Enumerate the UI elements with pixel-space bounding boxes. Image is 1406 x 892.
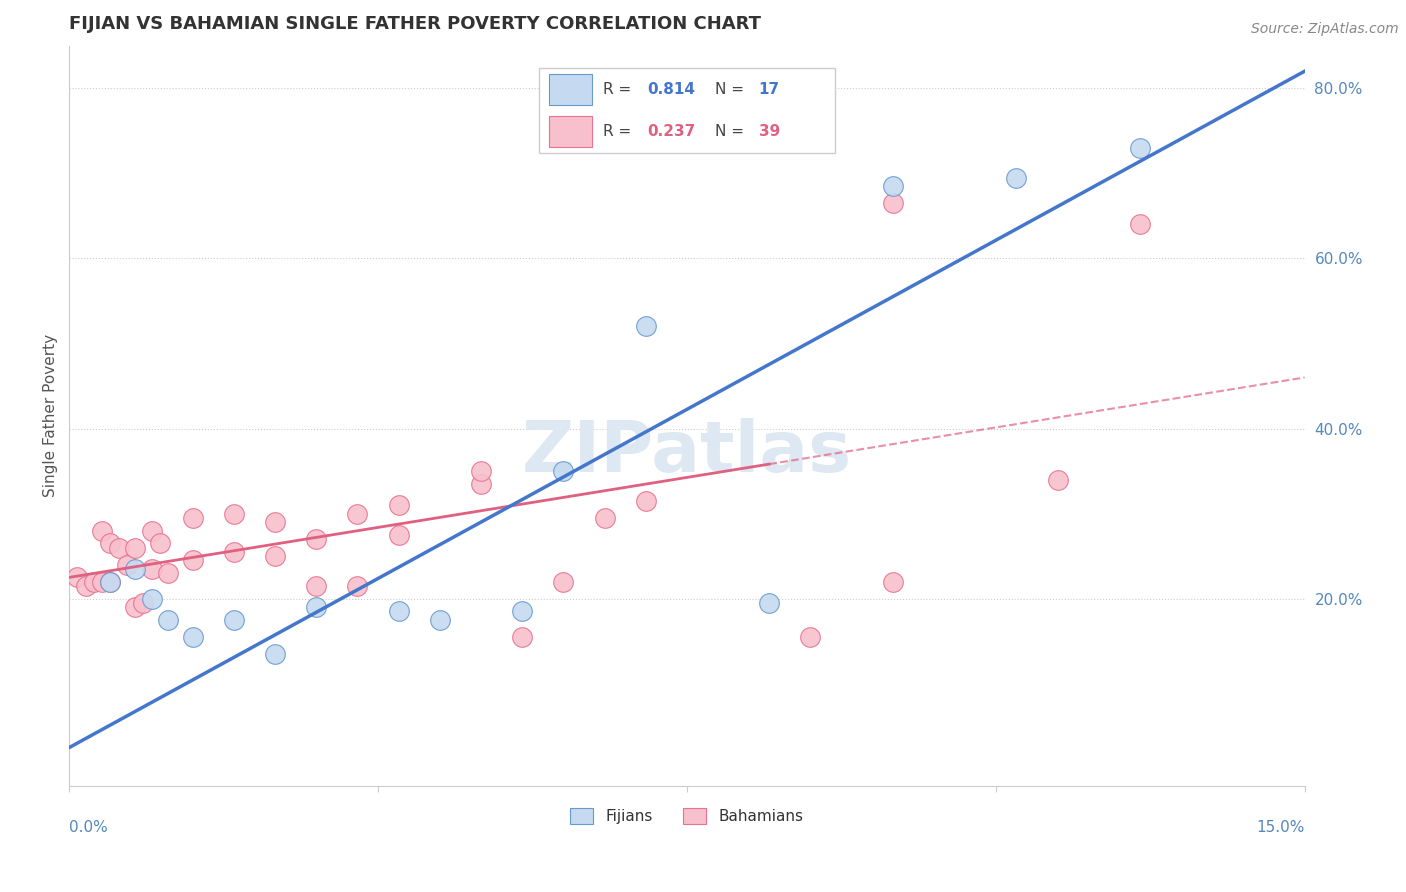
Text: 39: 39: [759, 124, 780, 139]
Point: [346, 507, 368, 521]
Point: [429, 613, 451, 627]
Text: N =: N =: [716, 82, 749, 96]
Point: [124, 600, 146, 615]
Point: [388, 528, 411, 542]
Point: [91, 574, 114, 589]
Point: [470, 476, 492, 491]
FancyBboxPatch shape: [548, 74, 592, 104]
Point: [124, 541, 146, 555]
Point: [470, 464, 492, 478]
Text: Source: ZipAtlas.com: Source: ZipAtlas.com: [1251, 22, 1399, 37]
Point: [75, 579, 97, 593]
Point: [882, 196, 904, 211]
Point: [634, 493, 657, 508]
Point: [91, 524, 114, 538]
Point: [799, 630, 821, 644]
Point: [1005, 170, 1028, 185]
Text: 0.814: 0.814: [647, 82, 696, 96]
Point: [264, 549, 287, 563]
Point: [553, 574, 575, 589]
Point: [141, 524, 163, 538]
Point: [305, 579, 328, 593]
Text: 15.0%: 15.0%: [1257, 820, 1305, 835]
Point: [593, 511, 616, 525]
Point: [510, 630, 533, 644]
Text: R =: R =: [603, 124, 636, 139]
Point: [100, 574, 122, 589]
Point: [264, 515, 287, 529]
Text: 17: 17: [759, 82, 780, 96]
Text: 0.0%: 0.0%: [69, 820, 108, 835]
Point: [181, 553, 204, 567]
Point: [83, 574, 105, 589]
FancyBboxPatch shape: [538, 68, 835, 153]
Point: [66, 570, 89, 584]
Text: N =: N =: [716, 124, 749, 139]
Point: [157, 566, 180, 581]
Legend: Fijians, Bahamians: Fijians, Bahamians: [564, 802, 810, 830]
Point: [553, 464, 575, 478]
Point: [758, 596, 780, 610]
Point: [115, 558, 138, 572]
Point: [510, 604, 533, 618]
FancyBboxPatch shape: [548, 116, 592, 147]
Point: [1129, 217, 1152, 231]
Point: [388, 498, 411, 512]
Point: [222, 507, 245, 521]
Point: [305, 600, 328, 615]
Point: [264, 647, 287, 661]
Y-axis label: Single Father Poverty: Single Father Poverty: [44, 334, 58, 498]
Point: [222, 545, 245, 559]
Point: [882, 574, 904, 589]
Point: [100, 574, 122, 589]
Text: ZIPatlas: ZIPatlas: [522, 418, 852, 487]
Text: 0.237: 0.237: [647, 124, 696, 139]
Point: [107, 541, 129, 555]
Point: [100, 536, 122, 550]
Point: [305, 532, 328, 546]
Point: [124, 562, 146, 576]
Text: FIJIAN VS BAHAMIAN SINGLE FATHER POVERTY CORRELATION CHART: FIJIAN VS BAHAMIAN SINGLE FATHER POVERTY…: [69, 15, 761, 33]
Point: [157, 613, 180, 627]
Point: [1046, 473, 1069, 487]
Point: [181, 630, 204, 644]
Point: [634, 319, 657, 334]
Point: [222, 613, 245, 627]
Point: [882, 179, 904, 194]
Point: [346, 579, 368, 593]
Text: R =: R =: [603, 82, 636, 96]
Point: [388, 604, 411, 618]
Point: [141, 562, 163, 576]
Point: [132, 596, 155, 610]
Point: [1129, 141, 1152, 155]
Point: [181, 511, 204, 525]
Point: [149, 536, 172, 550]
Point: [141, 591, 163, 606]
